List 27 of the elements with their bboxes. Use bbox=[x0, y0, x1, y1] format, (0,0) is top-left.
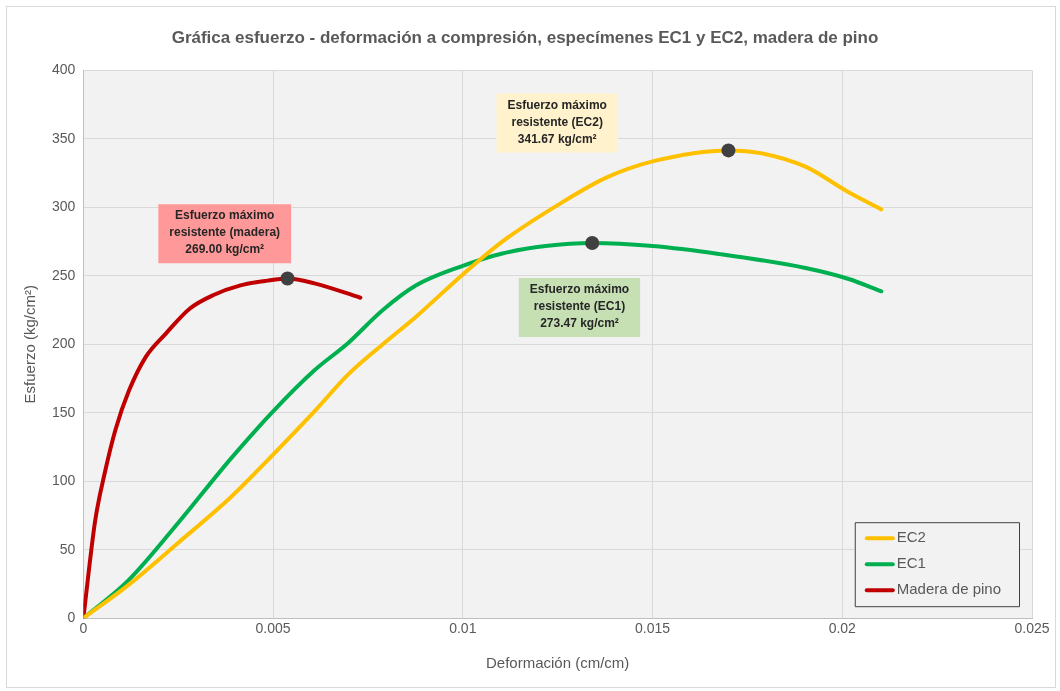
point bbox=[721, 143, 736, 158]
annotation: Esfuerzo máximo resistente (EC1) 273.47 kg/cm² bbox=[529, 282, 630, 331]
x-tick-label: 0.025 bbox=[1014, 620, 1050, 637]
x-tick-label: 0.005 bbox=[255, 620, 291, 637]
point bbox=[585, 235, 600, 250]
x-axis-title: Deformación (cm/cm) bbox=[486, 654, 630, 672]
y-tick-label: 0 bbox=[67, 609, 76, 626]
x-tick-label: 0.01 bbox=[449, 620, 477, 637]
legend-label: EC2 bbox=[896, 528, 926, 546]
y-tick-label: 150 bbox=[52, 403, 76, 420]
x-tick-label: 0.015 bbox=[635, 620, 671, 637]
chart-title: Gráfica esfuerzo - deformación a compresión, especímenes EC1 y EC2, madera de pino bbox=[171, 27, 879, 47]
point bbox=[280, 271, 295, 286]
legend-label: Madera de pino bbox=[896, 580, 1002, 598]
annotation: Esfuerzo máximo resistente (EC2) 341.67 kg/cm² bbox=[507, 97, 607, 146]
y-tick-label: 350 bbox=[52, 129, 76, 146]
y-tick-label: 250 bbox=[52, 266, 76, 283]
y-tick-label: 100 bbox=[52, 472, 76, 489]
x-tick-label: 0.02 bbox=[828, 620, 857, 637]
y-axis-title: Esfuerzo (kg/cm²) bbox=[21, 285, 39, 404]
y-tick-label: 300 bbox=[52, 198, 76, 215]
legend-label: EC1 bbox=[896, 554, 926, 572]
x-tick-label: 0 bbox=[79, 620, 88, 637]
annotation: Esfuerzo máximo resistente (madera) 269.00 kg/cm² bbox=[169, 208, 281, 257]
y-tick-label: 50 bbox=[59, 540, 76, 557]
y-tick-label: 200 bbox=[52, 335, 76, 352]
y-tick-label: 400 bbox=[52, 61, 76, 78]
